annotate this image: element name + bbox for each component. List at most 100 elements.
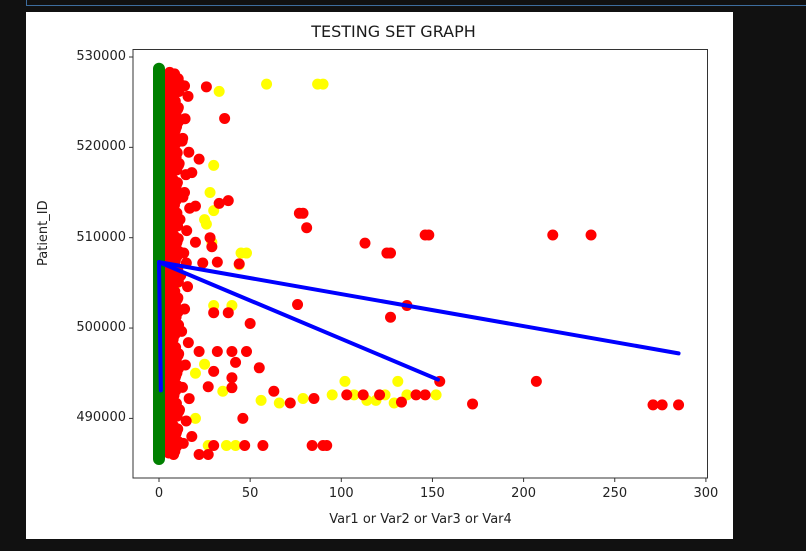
data-point — [301, 222, 313, 234]
data-point — [193, 346, 205, 358]
data-point — [180, 415, 192, 427]
data-point — [326, 389, 338, 401]
data-point — [204, 232, 216, 244]
data-point — [208, 159, 220, 171]
x-tick-label: 250 — [602, 486, 628, 501]
data-point — [183, 146, 195, 158]
data-point — [547, 229, 559, 241]
data-point — [306, 440, 318, 452]
data-point — [385, 311, 397, 323]
data-points — [153, 62, 685, 466]
data-point — [647, 399, 659, 411]
data-point — [244, 318, 256, 330]
data-point — [213, 197, 225, 209]
data-point — [183, 393, 195, 405]
data-point — [206, 241, 218, 253]
data-point — [189, 236, 201, 248]
y-tick-label: 510000 — [76, 229, 126, 245]
data-point — [217, 385, 229, 397]
data-point — [213, 85, 225, 97]
data-point — [222, 307, 234, 319]
data-point — [186, 430, 198, 442]
data-point — [179, 359, 191, 371]
data-point — [204, 187, 216, 199]
data-point — [317, 78, 329, 90]
data-point — [321, 440, 333, 452]
data-point — [292, 299, 304, 311]
x-axis-label: Var1 or Var2 or Var3 or Var4 — [329, 512, 512, 527]
data-point — [180, 169, 192, 181]
x-tick-label: 100 — [328, 486, 354, 501]
data-point — [233, 258, 245, 270]
x-tick-label: 150 — [420, 486, 445, 501]
data-point — [179, 303, 191, 315]
data-point — [297, 393, 309, 405]
data-point — [241, 247, 253, 259]
data-point — [392, 375, 404, 387]
data-point — [211, 256, 223, 268]
data-point — [193, 153, 205, 165]
data-point — [237, 412, 249, 424]
data-point — [341, 389, 353, 401]
x-tick-label: 50 — [241, 486, 259, 501]
data-point — [189, 367, 201, 379]
data-point — [193, 449, 205, 461]
x-tick-label: 0 — [154, 486, 164, 501]
data-point — [200, 81, 212, 93]
data-point — [226, 346, 238, 358]
data-point — [230, 356, 242, 368]
data-point — [202, 381, 214, 393]
data-point — [530, 375, 542, 387]
data-point — [253, 362, 265, 374]
data-point — [181, 225, 193, 237]
data-point — [673, 399, 685, 411]
data-point — [268, 385, 280, 397]
data-point — [164, 66, 176, 78]
y-tick-label: 500000 — [76, 320, 126, 336]
x-tick-label: 300 — [693, 486, 719, 501]
data-point — [419, 389, 431, 401]
data-point — [339, 375, 351, 387]
x-tick-label: 200 — [511, 486, 536, 501]
data-point — [467, 398, 479, 410]
data-point — [202, 449, 214, 461]
data-point — [230, 440, 242, 452]
data-point — [179, 113, 191, 125]
y-axis-label: Patient_ID — [36, 200, 51, 266]
regression-line — [157, 260, 681, 356]
data-point — [284, 397, 296, 409]
data-point — [182, 337, 194, 349]
data-point — [211, 346, 223, 358]
data-point — [241, 346, 253, 358]
data-point — [357, 389, 369, 401]
data-point — [255, 394, 267, 406]
data-point — [385, 247, 397, 259]
data-point — [184, 202, 196, 214]
regression-line — [157, 260, 163, 393]
data-point — [199, 358, 211, 370]
data-point — [656, 399, 668, 411]
data-point — [182, 90, 194, 102]
data-point — [261, 78, 273, 90]
data-point — [239, 440, 251, 452]
data-point — [374, 389, 386, 401]
y-tick-label: 530000 — [76, 49, 126, 64]
data-point — [423, 229, 435, 241]
axis-ticks — [129, 56, 707, 482]
data-point — [220, 440, 232, 452]
data-point — [273, 397, 285, 409]
figure-canvas — [26, 12, 733, 539]
regression-line — [157, 260, 440, 382]
data-point — [208, 440, 220, 452]
regression-lines — [157, 260, 681, 393]
data-point — [197, 257, 209, 269]
window-frame-edge — [26, 0, 806, 6]
chart-title: TESTING SET GRAPH — [311, 22, 476, 41]
data-point — [200, 218, 212, 230]
y-tick-label: 490000 — [76, 410, 126, 426]
data-point — [395, 396, 407, 408]
data-point — [222, 195, 234, 207]
data-point — [430, 389, 442, 401]
data-point — [219, 112, 231, 124]
